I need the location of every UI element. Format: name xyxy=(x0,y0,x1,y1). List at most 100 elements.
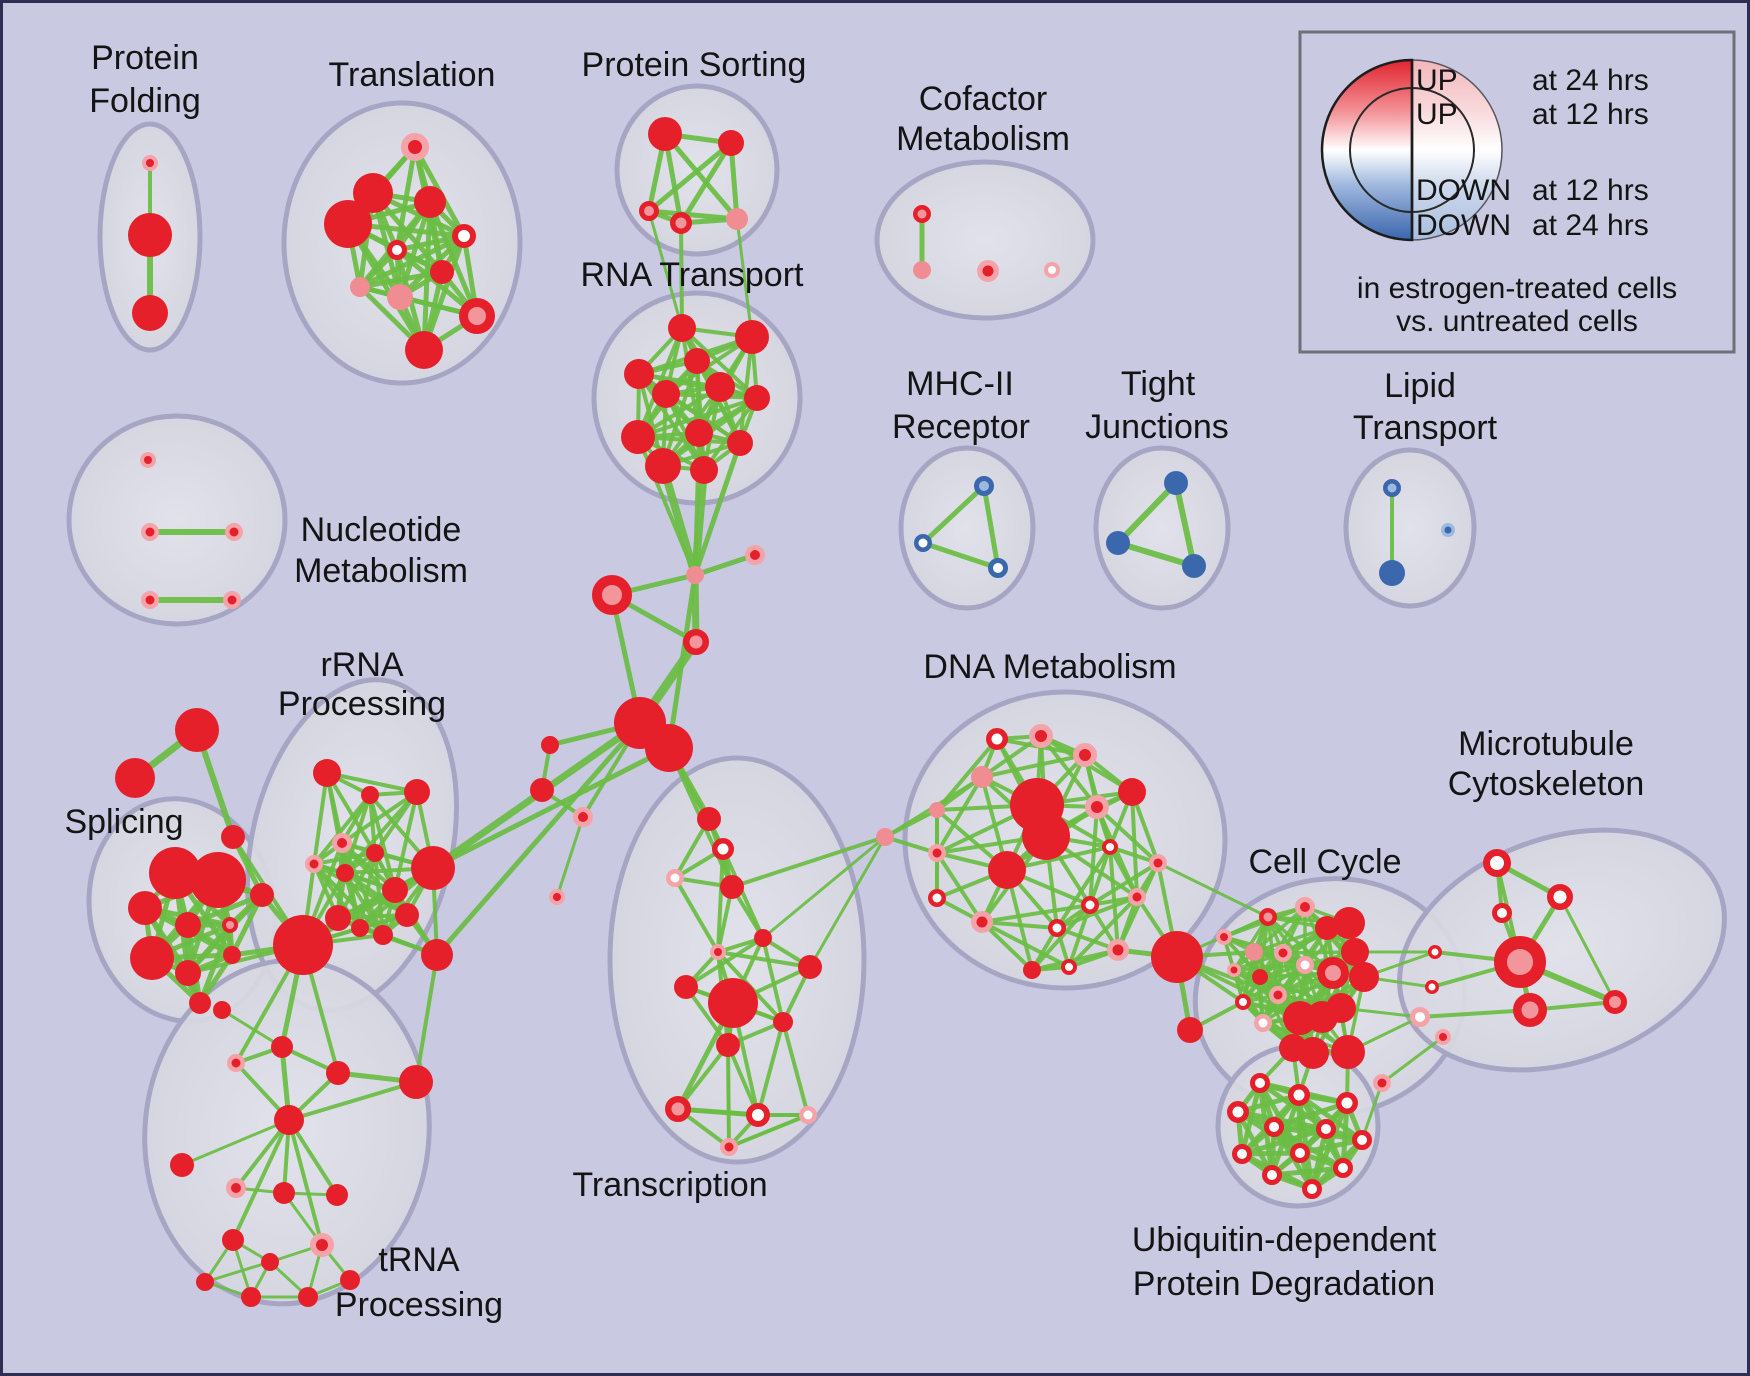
gene-node[interactable] xyxy=(1331,1035,1365,1069)
gene-node[interactable] xyxy=(1326,993,1356,1023)
gene-node[interactable] xyxy=(624,359,654,389)
gene-node[interactable] xyxy=(395,903,419,927)
gene-node[interactable] xyxy=(666,869,684,887)
gene-node[interactable] xyxy=(313,759,341,787)
gene-node[interactable] xyxy=(674,975,698,999)
gene-node[interactable] xyxy=(310,1233,334,1257)
gene-node[interactable] xyxy=(726,208,748,230)
gene-node[interactable] xyxy=(1349,962,1379,992)
gene-node[interactable] xyxy=(541,736,559,754)
gene-node[interactable] xyxy=(639,201,659,221)
gene-node[interactable] xyxy=(404,779,430,805)
gene-node[interactable] xyxy=(645,724,693,772)
gene-node[interactable] xyxy=(1279,1034,1307,1062)
gene-node[interactable] xyxy=(115,758,155,798)
gene-node[interactable] xyxy=(1227,1101,1249,1123)
gene-node[interactable] xyxy=(141,591,159,609)
gene-node[interactable] xyxy=(1254,1014,1272,1032)
gene-node[interactable] xyxy=(387,240,407,260)
gene-node[interactable] xyxy=(1317,957,1349,989)
gene-node[interactable] xyxy=(986,728,1008,750)
gene-node[interactable] xyxy=(1425,980,1439,994)
gene-node[interactable] xyxy=(645,448,681,484)
gene-node[interactable] xyxy=(271,1036,293,1058)
gene-node[interactable] xyxy=(1177,1017,1203,1043)
gene-node[interactable] xyxy=(1022,812,1070,860)
gene-node[interactable] xyxy=(336,864,354,882)
gene-node[interactable] xyxy=(530,778,554,802)
gene-node[interactable] xyxy=(1164,471,1188,495)
gene-node[interactable] xyxy=(273,1182,295,1204)
gene-node[interactable] xyxy=(273,915,333,975)
gene-node[interactable] xyxy=(744,385,770,411)
gene-node[interactable] xyxy=(175,960,201,986)
gene-node[interactable] xyxy=(914,534,932,552)
gene-node[interactable] xyxy=(1182,554,1206,578)
gene-node[interactable] xyxy=(132,295,168,331)
gene-node[interactable] xyxy=(1264,1117,1284,1137)
gene-node[interactable] xyxy=(414,186,446,218)
gene-node[interactable] xyxy=(1216,929,1232,945)
gene-node[interactable] xyxy=(141,523,159,541)
gene-node[interactable] xyxy=(373,925,393,945)
gene-node[interactable] xyxy=(149,847,201,899)
gene-node[interactable] xyxy=(1492,903,1512,923)
gene-node[interactable] xyxy=(421,939,453,971)
gene-node[interactable] xyxy=(1288,1084,1310,1106)
gene-node[interactable] xyxy=(142,155,158,171)
gene-node[interactable] xyxy=(128,213,172,257)
gene-node[interactable] xyxy=(1274,944,1292,962)
gene-node[interactable] xyxy=(1149,854,1167,872)
gene-node[interactable] xyxy=(1296,956,1314,974)
gene-node[interactable] xyxy=(274,1105,304,1135)
gene-node[interactable] xyxy=(189,992,211,1014)
gene-node[interactable] xyxy=(1250,1073,1270,1093)
gene-node[interactable] xyxy=(1333,907,1365,939)
gene-node[interactable] xyxy=(716,1033,740,1057)
gene-node[interactable] xyxy=(411,846,455,890)
gene-node[interactable] xyxy=(746,1103,770,1127)
gene-node[interactable] xyxy=(353,173,393,213)
gene-node[interactable] xyxy=(221,825,245,849)
gene-node[interactable] xyxy=(1061,959,1077,975)
gene-node[interactable] xyxy=(350,277,370,297)
gene-node[interactable] xyxy=(1081,896,1099,914)
gene-node[interactable] xyxy=(1048,919,1066,937)
gene-node[interactable] xyxy=(685,419,713,447)
gene-node[interactable] xyxy=(1315,916,1339,940)
gene-node[interactable] xyxy=(1029,724,1053,748)
gene-node[interactable] xyxy=(977,260,999,282)
gene-node[interactable] xyxy=(1333,1158,1353,1178)
gene-node[interactable] xyxy=(988,558,1008,578)
gene-node[interactable] xyxy=(382,877,408,903)
gene-node[interactable] xyxy=(690,456,718,484)
gene-node[interactable] xyxy=(305,855,323,873)
gene-node[interactable] xyxy=(1235,994,1251,1010)
gene-node[interactable] xyxy=(1483,849,1511,877)
gene-node[interactable] xyxy=(361,786,379,804)
gene-node[interactable] xyxy=(727,430,753,456)
gene-node[interactable] xyxy=(1441,523,1455,537)
gene-node[interactable] xyxy=(745,545,765,565)
gene-node[interactable] xyxy=(573,807,593,827)
gene-node[interactable] xyxy=(798,955,822,979)
gene-node[interactable] xyxy=(1269,986,1287,1004)
gene-node[interactable] xyxy=(913,205,931,223)
gene-node[interactable] xyxy=(222,1229,244,1251)
gene-node[interactable] xyxy=(974,476,994,496)
gene-node[interactable] xyxy=(1232,1144,1252,1164)
gene-node[interactable] xyxy=(648,117,682,151)
gene-node[interactable] xyxy=(261,1253,279,1271)
gene-node[interactable] xyxy=(913,261,931,279)
gene-node[interactable] xyxy=(1341,938,1369,966)
gene-node[interactable] xyxy=(1118,778,1146,806)
gene-node[interactable] xyxy=(223,946,241,964)
gene-node[interactable] xyxy=(459,298,495,334)
gene-node[interactable] xyxy=(735,320,769,354)
gene-node[interactable] xyxy=(684,348,710,374)
gene-node[interactable] xyxy=(175,708,219,752)
gene-node[interactable] xyxy=(226,1178,246,1198)
gene-node[interactable] xyxy=(223,591,241,609)
gene-node[interactable] xyxy=(241,1287,261,1307)
gene-node[interactable] xyxy=(175,912,201,938)
